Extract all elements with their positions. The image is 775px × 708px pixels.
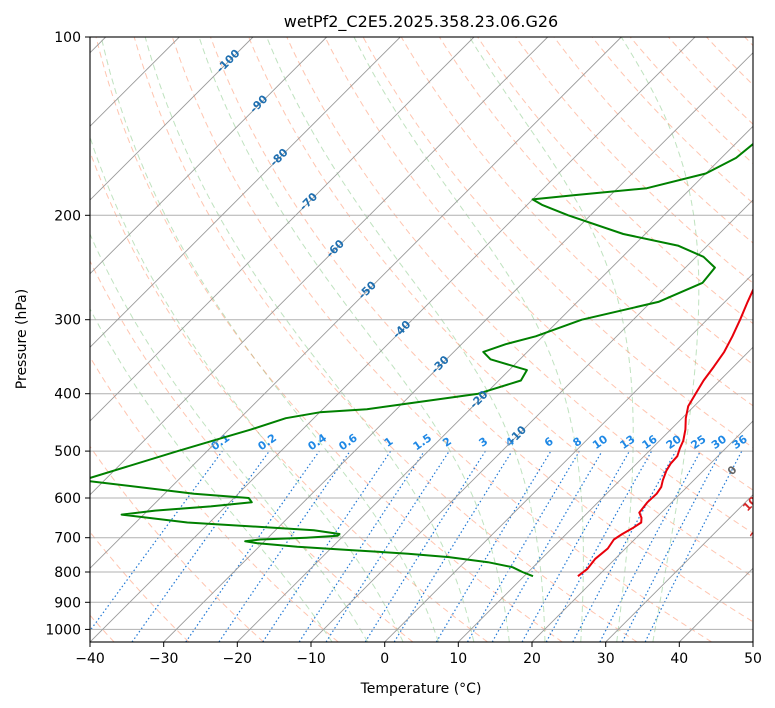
x-tick-label: −40 — [75, 651, 105, 667]
adiabat-label: 30 — [751, 553, 771, 573]
mixing-ratio-line — [298, 450, 425, 642]
moist-adiabat-line — [266, 37, 546, 642]
moist-adiabat-line — [90, 135, 404, 642]
y-tick-label: 100 — [54, 30, 81, 46]
moist-adiabat-line — [100, 37, 439, 642]
isotherm-line — [90, 37, 401, 348]
dry-adiabat-line — [400, 37, 753, 407]
x-tick-label: −20 — [223, 651, 253, 667]
mixing-ratio-line — [90, 450, 223, 632]
mixing-ratio-line — [325, 450, 450, 642]
moist-adiabat-line — [198, 37, 510, 642]
y-axis-ticks: 100 200 300 400 500 600 700 800 900 1000 — [45, 30, 90, 638]
dry-adiabat-line — [95, 37, 563, 642]
mixing-ratio-line — [545, 450, 653, 642]
moist-adiabat-line — [144, 37, 475, 642]
y-tick-label: 400 — [54, 387, 81, 403]
dry-adiabat-line — [133, 37, 638, 642]
x-tick-label: 10 — [449, 651, 467, 667]
moist-adiabats — [90, 37, 700, 642]
x-axis-ticks: −40 −30 −20 −10 0 10 20 30 40 50 — [75, 642, 762, 667]
dry-adiabat-line — [324, 37, 753, 491]
y-tick-label: 1000 — [45, 622, 81, 638]
x-tick-label: 0 — [380, 651, 389, 667]
isotherm-line — [531, 420, 753, 642]
dry-adiabat-line — [248, 37, 753, 578]
isotherm-line — [384, 273, 753, 642]
isotherm-line — [236, 125, 753, 642]
adiabat-label: 20 — [748, 523, 768, 543]
dry-adiabat-line — [90, 445, 264, 642]
x-tick-label: 20 — [523, 651, 541, 667]
dewpoint-profile-line — [90, 142, 753, 578]
mixing-ratio-line — [572, 450, 677, 642]
y-tick-label: 900 — [54, 595, 81, 611]
isotherm-line — [90, 37, 475, 422]
x-tick-label: −30 — [149, 651, 179, 667]
isotherm-line — [163, 52, 753, 642]
isotherm-line — [605, 494, 753, 642]
y-tick-label: 800 — [54, 565, 81, 581]
profile-series — [90, 142, 753, 578]
y-tick-label: 700 — [54, 531, 81, 547]
temperature-profile-line — [577, 287, 753, 577]
isotherm-line — [90, 37, 549, 496]
mixing-ratio-line — [262, 450, 392, 642]
mixing-ratio-line — [185, 450, 320, 642]
y-tick-label: 600 — [54, 491, 81, 507]
isotherm-line — [90, 37, 622, 569]
x-tick-label: 50 — [744, 651, 762, 667]
dry-adiabat-line — [286, 37, 753, 534]
isotherm-line — [310, 199, 753, 642]
isotherm-line — [90, 37, 328, 275]
dry-adiabat-line — [362, 37, 753, 449]
chart-title: wetPf2_C2E5.2025.358.23.06.G26 — [284, 12, 558, 32]
mixing-ratio-line — [644, 450, 743, 642]
y-tick-label: 200 — [54, 208, 81, 224]
isotherms — [90, 37, 753, 642]
dry-adiabat-line — [438, 37, 753, 366]
y-axis-label: Pressure (hPa) — [14, 289, 30, 389]
x-tick-label: 30 — [597, 651, 615, 667]
pressure-gridlines — [90, 37, 753, 630]
dry-adiabat-line — [90, 150, 488, 642]
moist-adiabat-line — [90, 232, 369, 642]
plot-frame — [89, 36, 754, 643]
y-tick-label: 500 — [54, 444, 81, 460]
isotherm-line — [90, 37, 254, 201]
mixing-ratio-line — [131, 450, 270, 642]
dry-adiabat-line — [90, 356, 339, 642]
moist-adiabat-line — [353, 37, 584, 642]
moist-adiabat-line — [90, 308, 333, 642]
dry-adiabats — [90, 37, 753, 642]
moist-adiabat-line — [620, 37, 700, 642]
mixing-ratio-line — [393, 450, 513, 642]
x-axis-label: Temperature (°C) — [360, 681, 482, 697]
mixing-ratio-line — [521, 450, 631, 642]
dry-adiabat-line — [171, 37, 712, 642]
mixing-ratio-line — [218, 450, 351, 642]
dry-adiabat-line — [209, 37, 753, 623]
x-tick-label: 40 — [670, 651, 688, 667]
y-tick-label: 300 — [54, 313, 81, 329]
x-tick-label: −10 — [296, 651, 326, 667]
isotherm-line — [457, 346, 753, 642]
isotherm-line — [90, 37, 696, 642]
